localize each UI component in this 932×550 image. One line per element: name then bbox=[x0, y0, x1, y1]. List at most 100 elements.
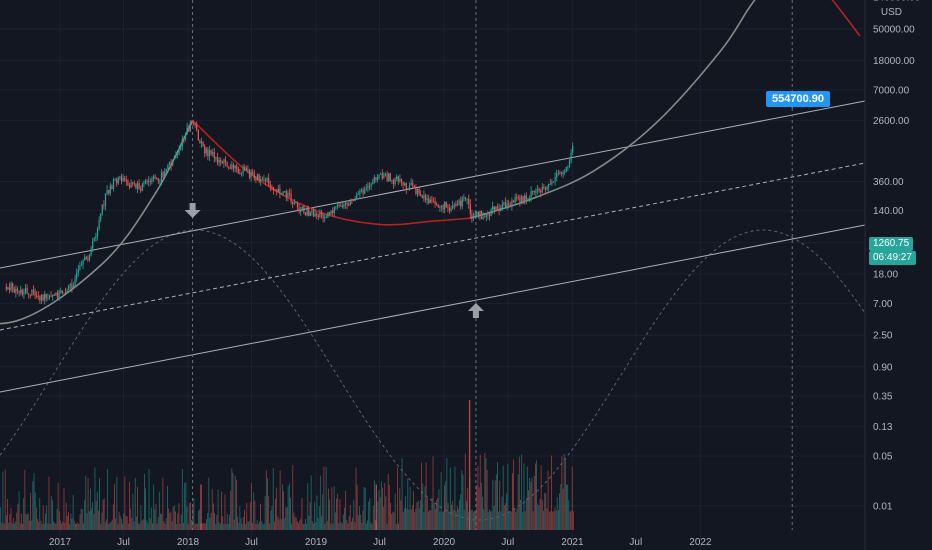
candle-body bbox=[37, 295, 39, 297]
candle-body bbox=[160, 172, 163, 182]
candle-body bbox=[520, 196, 523, 203]
volume-bar bbox=[247, 521, 249, 530]
volume-bar bbox=[520, 499, 521, 530]
candle-body bbox=[146, 180, 148, 182]
volume-bar bbox=[498, 511, 500, 530]
volume-bar bbox=[278, 519, 280, 530]
volume-bar bbox=[18, 491, 20, 530]
candle-body bbox=[509, 204, 511, 206]
candle-body bbox=[423, 195, 425, 199]
volume-bar bbox=[43, 523, 45, 530]
candle-body bbox=[212, 152, 214, 154]
candle-body bbox=[552, 181, 555, 183]
volume-bar bbox=[126, 516, 128, 530]
candle-body bbox=[64, 292, 67, 294]
candle-body bbox=[484, 216, 486, 218]
volume-bar bbox=[505, 503, 506, 530]
volume-bar bbox=[391, 513, 393, 530]
candle-body bbox=[82, 260, 84, 265]
volume-bar bbox=[374, 480, 375, 530]
candle-body bbox=[288, 193, 291, 194]
volume-bar bbox=[369, 498, 371, 530]
volume-bar bbox=[569, 511, 571, 530]
volume-bar bbox=[14, 523, 15, 530]
volume-bar bbox=[188, 503, 190, 530]
volume-bar bbox=[323, 466, 325, 530]
volume-bar bbox=[566, 484, 567, 530]
candle-body bbox=[95, 236, 97, 239]
volume-bar bbox=[363, 487, 365, 530]
time-tick-label: Jul bbox=[373, 537, 386, 548]
volume-bar bbox=[12, 518, 14, 530]
candle-body bbox=[296, 202, 299, 208]
candle-body bbox=[87, 258, 89, 260]
candle-body bbox=[343, 204, 345, 207]
volume-bar bbox=[544, 492, 546, 530]
candle-body bbox=[487, 212, 489, 215]
volume-bar bbox=[286, 507, 288, 530]
volume-bar bbox=[445, 481, 447, 530]
volume-bar bbox=[475, 512, 477, 530]
candle-body bbox=[415, 188, 417, 194]
candle-body bbox=[436, 204, 438, 205]
volume-bar bbox=[63, 488, 65, 530]
volume-bar bbox=[48, 476, 50, 530]
volume-bar bbox=[70, 513, 72, 530]
volume-bar bbox=[455, 511, 457, 530]
volume-bar bbox=[301, 497, 303, 530]
volume-bar bbox=[56, 508, 58, 530]
volume-bar bbox=[4, 469, 6, 530]
volume-bar bbox=[11, 523, 13, 530]
volume-bar bbox=[55, 523, 57, 530]
volume-bar bbox=[352, 517, 353, 530]
candle-body bbox=[189, 122, 191, 132]
candle-body bbox=[352, 199, 355, 201]
time-tick-label: Jul bbox=[117, 537, 130, 548]
price-tick-label: 0.01 bbox=[873, 501, 893, 512]
volume-bar bbox=[30, 492, 31, 530]
volume-bar bbox=[60, 520, 61, 530]
volume-bar bbox=[104, 522, 106, 530]
candle-body bbox=[23, 292, 25, 295]
price-tick-label: 2600.00 bbox=[873, 116, 910, 127]
candle-body bbox=[544, 187, 547, 190]
candle-body bbox=[328, 212, 331, 215]
volume-bar bbox=[259, 521, 260, 530]
time-axis[interactable]: 2017 Jul 2018 Jul 2019 Jul 2020 Jul 2021 Jul 2022 bbox=[49, 537, 712, 548]
candle-body bbox=[204, 146, 206, 154]
volume-bar bbox=[525, 498, 527, 530]
candle-body bbox=[311, 211, 313, 213]
candle-body bbox=[400, 178, 403, 182]
volume-bar bbox=[357, 515, 359, 530]
candle-body bbox=[277, 188, 279, 192]
volume-bar bbox=[139, 523, 141, 530]
candle-body bbox=[181, 138, 183, 147]
candle-body bbox=[407, 188, 409, 190]
volume-bar bbox=[116, 477, 118, 530]
candle-body bbox=[412, 183, 414, 186]
volume-bar bbox=[198, 511, 199, 530]
volume-bar bbox=[224, 494, 226, 530]
volume-bar bbox=[349, 505, 351, 530]
volume-bar bbox=[290, 497, 291, 530]
volume-bar bbox=[515, 512, 517, 530]
volume-bar bbox=[452, 501, 454, 530]
volume-bar bbox=[388, 484, 390, 530]
volume-bar bbox=[272, 468, 274, 530]
volume-bar bbox=[72, 495, 74, 530]
candle-body bbox=[432, 200, 435, 202]
candle-body bbox=[479, 211, 481, 216]
candle-body bbox=[77, 269, 79, 273]
candle-body bbox=[488, 212, 491, 216]
volume-bar bbox=[64, 522, 66, 530]
volume-bar bbox=[463, 509, 465, 530]
candle-body bbox=[349, 199, 351, 206]
candle-body bbox=[111, 185, 113, 189]
volume-bar bbox=[31, 520, 33, 530]
volume-bar bbox=[382, 487, 383, 530]
candle-body bbox=[188, 127, 190, 132]
volume-bar bbox=[377, 501, 379, 530]
volume-bar bbox=[156, 523, 158, 530]
candle-body bbox=[29, 294, 31, 296]
